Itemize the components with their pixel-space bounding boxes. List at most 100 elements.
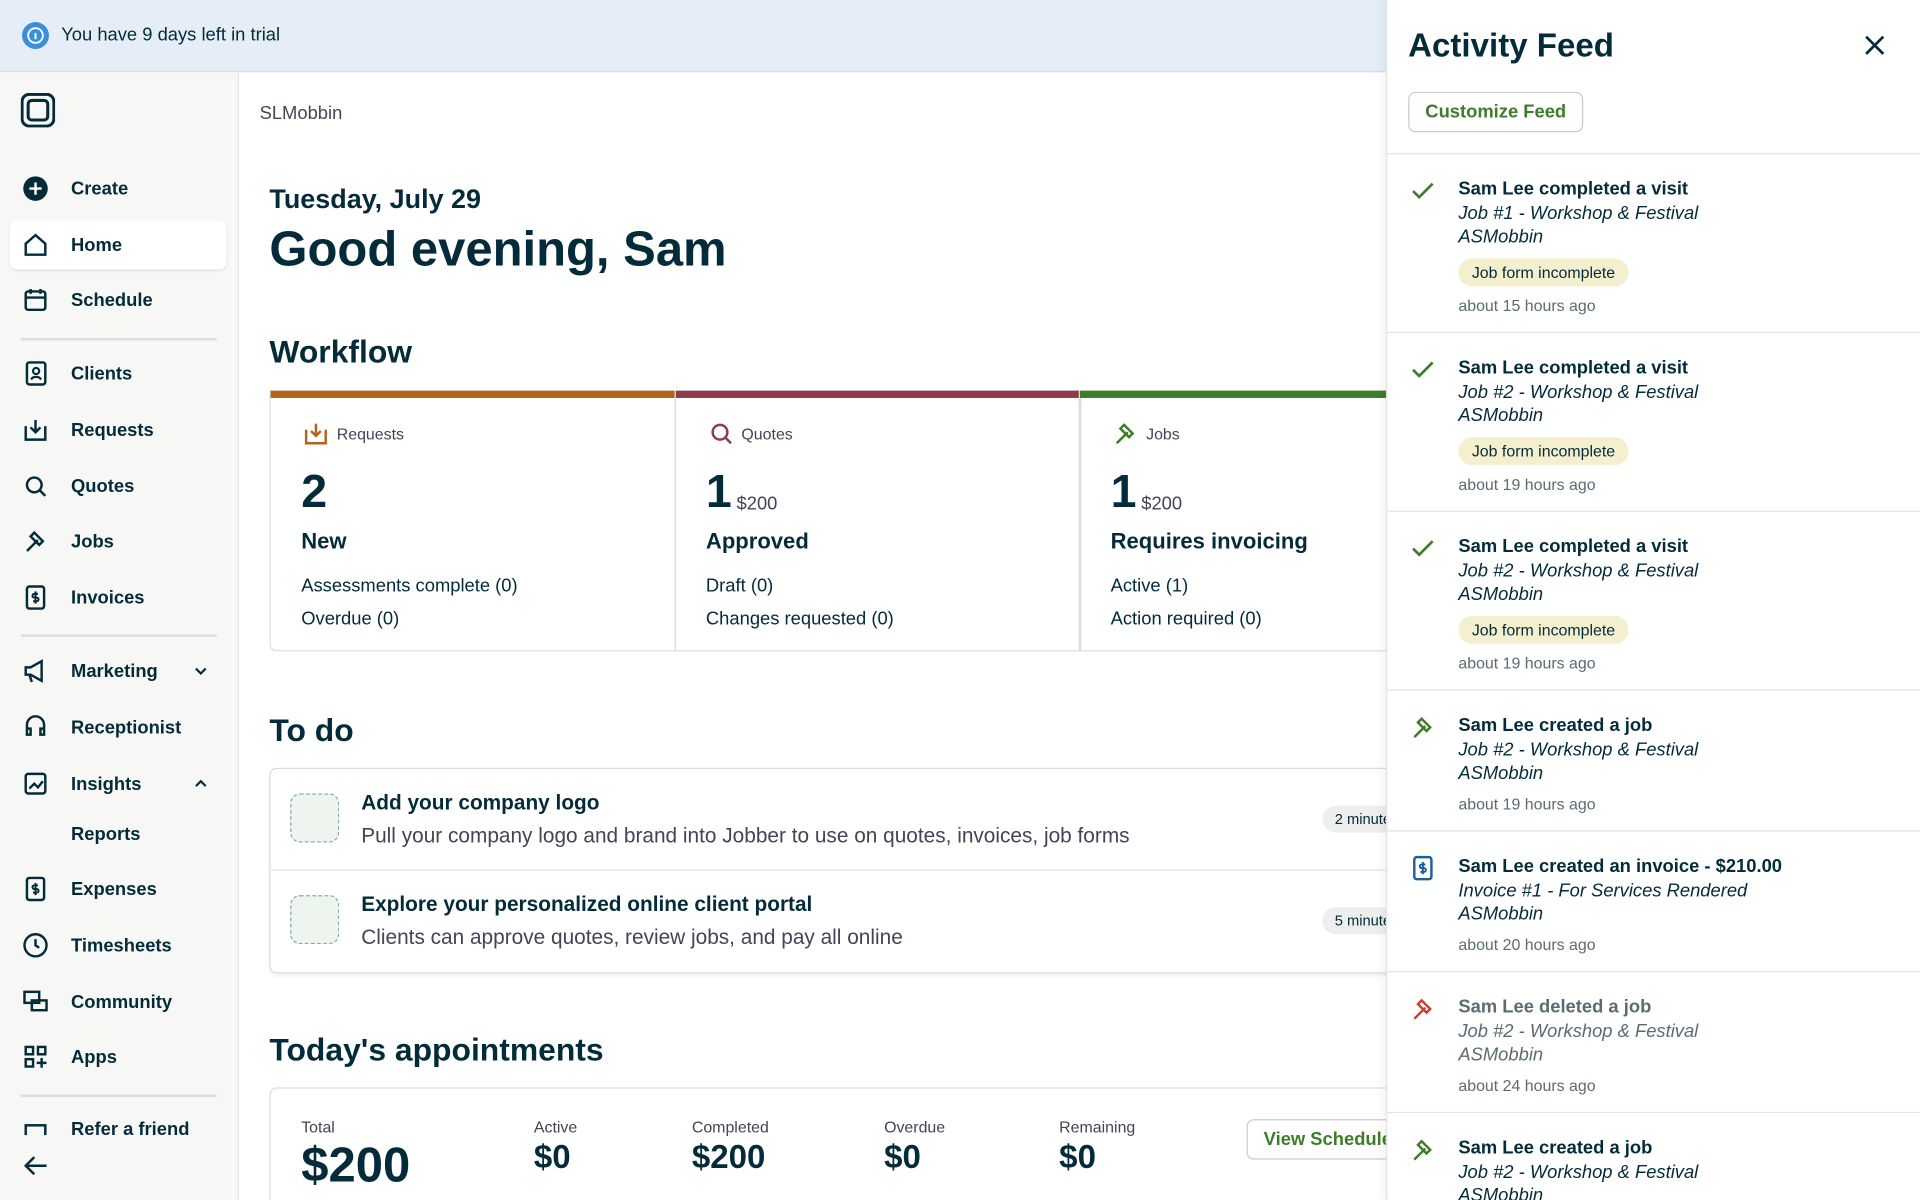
todo-item[interactable]: Add your company logo Pull your company l… bbox=[269, 769, 1445, 871]
feed-item[interactable]: Sam Lee created an invoice - $210.00 Invo… bbox=[1387, 831, 1920, 973]
todo-icon bbox=[290, 895, 340, 945]
feed-icon bbox=[1413, 717, 1432, 739]
nav-label: Create bbox=[71, 178, 129, 199]
card-icon bbox=[710, 423, 732, 445]
card-status: Approved bbox=[705, 528, 809, 554]
card-count: 1 bbox=[1110, 466, 1137, 518]
nav-item[interactable]: Create bbox=[10, 164, 227, 213]
card-accent bbox=[675, 390, 1080, 398]
feed-time: about 19 hours ago bbox=[1458, 475, 1596, 494]
nav-icon bbox=[25, 876, 46, 902]
feed-title: Sam Lee created a job bbox=[1458, 1137, 1653, 1159]
feed-item[interactable]: Sam Lee created a job Job #2 - Workshop &… bbox=[1387, 691, 1920, 832]
card-icon bbox=[1115, 423, 1135, 445]
feed-list: Sam Lee completed a visit Job #1 - Worksh… bbox=[1387, 153, 1920, 1200]
nav-divider bbox=[20, 337, 217, 341]
chevron[interactable] bbox=[193, 664, 208, 679]
feed-line: Job #1 - Workshop & Festival bbox=[1458, 203, 1699, 225]
appointments-title: Today's appointments bbox=[269, 1031, 604, 1068]
feed-icon bbox=[1412, 361, 1434, 378]
stat-label: Completed bbox=[691, 1117, 769, 1137]
nav-item[interactable]: Quotes bbox=[10, 462, 227, 511]
feed-title: Sam Lee created a job bbox=[1458, 715, 1653, 736]
nav-label: Community bbox=[71, 991, 173, 1013]
nav-item[interactable]: Timesheets bbox=[10, 921, 227, 970]
view-schedule-button[interactable]: View Schedule bbox=[1246, 1119, 1410, 1160]
customize-feed-button[interactable]: Customize Feed bbox=[1408, 91, 1584, 133]
nav-icon bbox=[25, 585, 46, 610]
feed-item[interactable]: Sam Lee completed a visit Job #2 - Worksh… bbox=[1387, 512, 1920, 691]
feed-line: Job #2 - Workshop & Festival bbox=[1458, 382, 1699, 403]
stat-value: $200 bbox=[691, 1138, 766, 1176]
nav-item[interactable]: Insights bbox=[10, 759, 227, 808]
nav-item[interactable]: Home bbox=[9, 220, 227, 270]
nav-icon bbox=[24, 233, 47, 256]
feed-item[interactable]: Sam Lee created a job Job #2 - Workshop &… bbox=[1387, 1113, 1920, 1200]
feed-line: ASMobbin bbox=[1458, 1185, 1544, 1200]
todo-title: Explore your personalized online client … bbox=[361, 892, 813, 916]
feed-title: Sam Lee completed a visit bbox=[1458, 536, 1689, 558]
card-accent bbox=[1080, 390, 1485, 398]
nav-item[interactable]: Receptionist bbox=[10, 703, 227, 752]
feed-line: ASMobbin bbox=[1458, 762, 1544, 784]
todo-title: To do bbox=[269, 711, 354, 749]
card-line: Active (1) bbox=[1110, 575, 1189, 597]
info-icon bbox=[22, 22, 49, 49]
feed-time: about 19 hours ago bbox=[1458, 653, 1596, 673]
nav-item[interactable]: Apps bbox=[10, 1032, 227, 1081]
todo-icon bbox=[290, 793, 340, 843]
feed-line: Job #2 - Workshop & Festival bbox=[1458, 1162, 1699, 1183]
nav-item[interactable]: Clients bbox=[10, 349, 227, 398]
card-line: Assessments complete (0) bbox=[301, 575, 518, 597]
nav-item[interactable]: Jobs bbox=[10, 517, 227, 566]
stat-label: Remaining bbox=[1059, 1117, 1136, 1137]
workflow-card[interactable]: Quotes 1 $200 Approved Draft (0) Changes requ… bbox=[674, 390, 1081, 652]
stat-label: Overdue bbox=[884, 1117, 946, 1137]
workflow-card[interactable]: Jobs 1 $200 Requires invoicing Active (1) Act… bbox=[1078, 390, 1486, 652]
nav-icon bbox=[23, 990, 48, 1012]
feed-time: about 19 hours ago bbox=[1458, 794, 1596, 814]
close-button[interactable] bbox=[1862, 33, 1886, 57]
card-amount: $200 bbox=[1141, 493, 1183, 515]
card-icon bbox=[304, 423, 327, 445]
card-line: Draft (0) bbox=[705, 575, 774, 597]
chevron[interactable] bbox=[193, 776, 208, 791]
nav-item[interactable]: Requests bbox=[10, 405, 227, 454]
stat-value: $0 bbox=[1059, 1138, 1096, 1176]
nav-label: Invoices bbox=[71, 587, 145, 608]
nav-label: Apps bbox=[71, 1046, 117, 1068]
workflow-card[interactable]: Requests 2 New Assessments complete (0) Over… bbox=[269, 390, 676, 652]
trial-text: You have 9 days left in trial bbox=[61, 24, 281, 46]
activity-feed-panel: Activity Feed Customize Feed Sam Lee com… bbox=[1386, 0, 1920, 1200]
feed-item[interactable]: Sam Lee deleted a job Job #2 - Workshop &… bbox=[1387, 972, 1920, 1114]
nav-label: Expenses bbox=[71, 878, 157, 900]
nav-divider bbox=[20, 1094, 217, 1098]
feed-badge: Job form incomplete bbox=[1458, 615, 1629, 645]
logo[interactable] bbox=[20, 93, 56, 128]
card-line: Action required (0) bbox=[1110, 608, 1262, 630]
nav-item[interactable]: Invoices bbox=[10, 573, 227, 622]
nav-item[interactable]: Expenses bbox=[10, 864, 227, 913]
card-line: Overdue (0) bbox=[301, 608, 400, 630]
nav-item[interactable]: Schedule bbox=[10, 276, 227, 325]
feed-item[interactable]: Sam Lee completed a visit Job #1 - Worksh… bbox=[1387, 154, 1920, 334]
feed-icon bbox=[1412, 182, 1434, 200]
nav-icon bbox=[26, 530, 45, 552]
org-name[interactable]: SLMobbin bbox=[259, 102, 343, 124]
feed-time: about 24 hours ago bbox=[1458, 1076, 1596, 1095]
nav-item[interactable]: Marketing bbox=[10, 647, 227, 696]
nav-label: Timesheets bbox=[71, 934, 172, 956]
feed-line: Job #2 - Workshop & Festival bbox=[1458, 1021, 1699, 1043]
nav-icon bbox=[25, 715, 46, 736]
feed-item[interactable]: Sam Lee completed a visit Job #2 - Worksh… bbox=[1387, 333, 1920, 512]
date: Tuesday, July 29 bbox=[269, 183, 482, 215]
nav-item[interactable]: Community bbox=[10, 977, 227, 1026]
collapse-button[interactable] bbox=[22, 1152, 49, 1179]
card-count: 1 bbox=[705, 466, 732, 518]
sidebar: Create Home Schedule Clients Requests Quotes J… bbox=[0, 72, 239, 1200]
stat-label: Active bbox=[533, 1117, 578, 1137]
todo-item[interactable]: Explore your personalized online client … bbox=[269, 871, 1445, 971]
nav-item[interactable]: Reports bbox=[10, 809, 227, 858]
